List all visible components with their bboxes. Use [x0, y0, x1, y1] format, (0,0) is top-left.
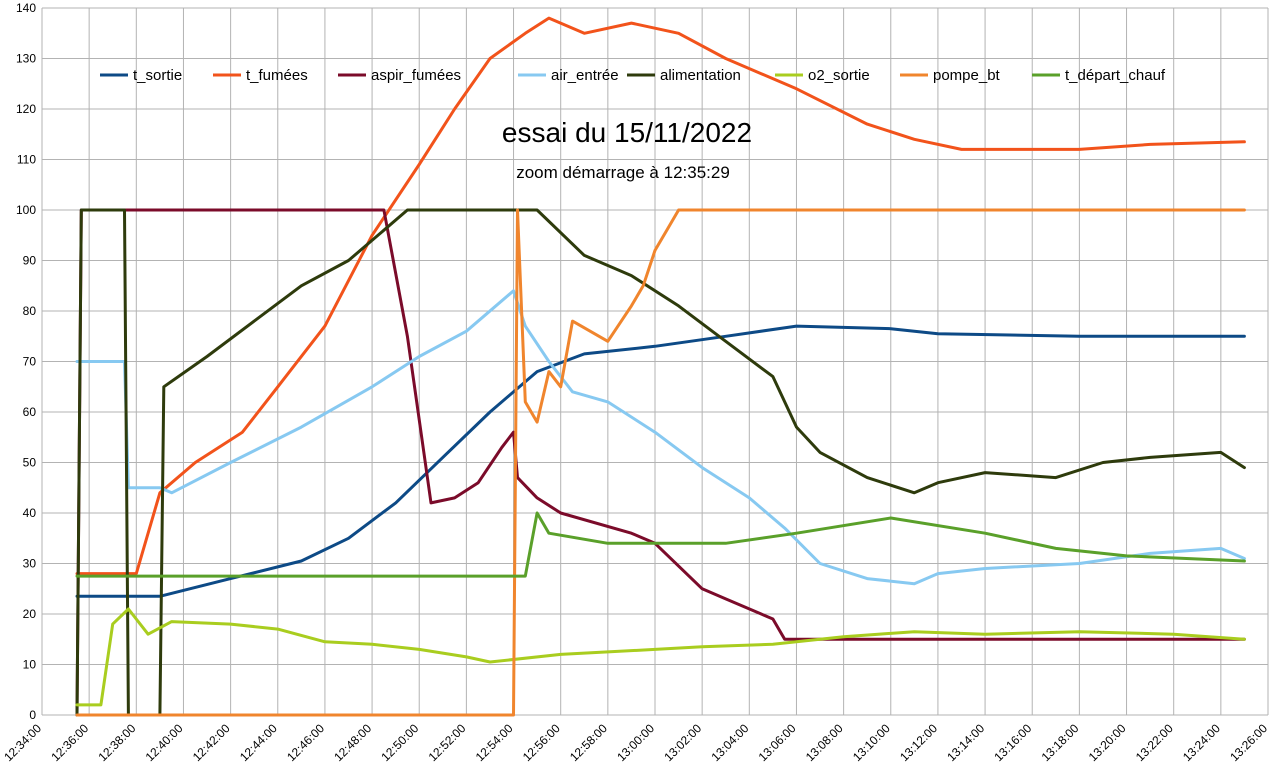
- legend-label: t_fumées: [246, 67, 308, 84]
- x-tick-label: 12:58:00: [567, 721, 610, 764]
- y-tick-label: 130: [16, 52, 36, 66]
- y-tick-label: 50: [23, 456, 37, 470]
- series-line-air-entr-e: [75, 289, 1246, 586]
- y-tick-label: 90: [23, 254, 37, 268]
- x-tick-label: 12:38:00: [95, 721, 138, 764]
- legend-label: o2_sortie: [808, 67, 870, 84]
- x-tick-label: 12:52:00: [426, 721, 469, 764]
- y-tick-label: 80: [23, 304, 37, 318]
- y-tick-label: 120: [16, 102, 36, 116]
- x-tick-label: 12:44:00: [237, 721, 280, 764]
- y-tick-label: 70: [23, 355, 37, 369]
- x-tick-label: 13:04:00: [708, 721, 751, 764]
- y-tick-label: 0: [29, 708, 36, 722]
- chart-title: essai du 15/11/2022: [502, 117, 752, 148]
- x-tick-label: 12:36:00: [48, 721, 91, 764]
- x-tick-label: 13:10:00: [850, 721, 893, 764]
- y-tick-label: 40: [23, 506, 37, 520]
- x-tick-label: 13:14:00: [944, 721, 987, 764]
- series-line-aspir-fum-es: [75, 208, 1246, 717]
- series-line-pompe-bt: [75, 208, 1246, 717]
- x-tick-label: 13:16:00: [991, 721, 1034, 764]
- y-axis-ticks: 0 10 20 30 40 50 60 70 80 90 100 110 120 130 140: [16, 1, 36, 722]
- series-line-t-d-part-chauf: [75, 511, 1246, 578]
- y-tick-label: 20: [23, 607, 37, 621]
- x-tick-label: 13:22:00: [1133, 721, 1176, 764]
- chart-subtitle: zoom démarrage à 12:35:29: [516, 163, 730, 182]
- x-tick-label: 12:34:00: [1, 721, 44, 764]
- x-tick-label: 13:02:00: [661, 721, 704, 764]
- legend-label: pompe_bt: [933, 67, 1001, 84]
- x-tick-label: 13:00:00: [614, 721, 657, 764]
- x-tick-label: 12:48:00: [331, 721, 374, 764]
- legend-label: t_sortie: [133, 67, 182, 84]
- legend-label: alimentation: [660, 67, 741, 84]
- chart-legend: t_sortie t_fumées aspir_fumées air_entrée al…: [100, 67, 1166, 84]
- y-tick-label: 100: [16, 203, 36, 217]
- y-tick-label: 140: [16, 1, 36, 15]
- x-tick-label: 13:12:00: [897, 721, 940, 764]
- x-tick-label: 12:56:00: [520, 721, 563, 764]
- series-lines: [75, 16, 1246, 717]
- y-tick-label: 60: [23, 405, 37, 419]
- series-line-t-sortie: [75, 324, 1246, 598]
- x-tick-label: 13:26:00: [1227, 721, 1270, 764]
- x-tick-label: 13:18:00: [1039, 721, 1082, 764]
- chart-grid: [41, 7, 1269, 716]
- legend-label: t_départ_chauf: [1065, 67, 1166, 84]
- y-tick-label: 10: [23, 658, 37, 672]
- x-tick-label: 12:46:00: [284, 721, 327, 764]
- y-tick-label: 110: [17, 153, 36, 167]
- legend-label: air_entrée: [551, 67, 619, 84]
- series-line-alimentation: [75, 208, 1246, 717]
- x-tick-label: 12:54:00: [473, 721, 516, 764]
- series-line-t-fum-es: [75, 16, 1246, 576]
- x-tick-label: 12:42:00: [190, 721, 233, 764]
- x-tick-label: 13:24:00: [1180, 721, 1223, 764]
- series-line-o2-sortie: [75, 607, 1246, 707]
- legend-label: aspir_fumées: [371, 67, 461, 84]
- x-tick-label: 13:06:00: [756, 721, 799, 764]
- x-tick-label: 13:20:00: [1086, 721, 1129, 764]
- x-tick-label: 12:50:00: [378, 721, 421, 764]
- x-axis-ticks: 12:34:00 12:36:00 12:38:00 12:40:00 12:42:00…: [1, 721, 1270, 764]
- x-tick-label: 13:08:00: [803, 721, 846, 764]
- x-tick-label: 12:40:00: [143, 721, 186, 764]
- y-tick-label: 30: [23, 557, 37, 571]
